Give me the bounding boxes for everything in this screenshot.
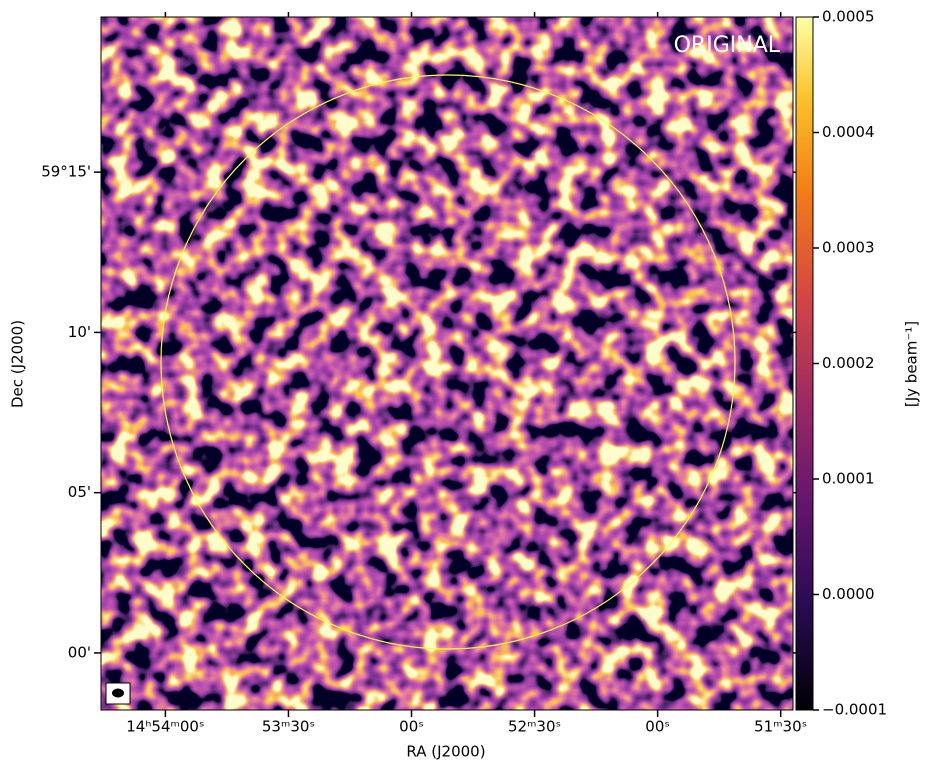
x-tick-label: 14ʰ54ᵐ00ˢ [126, 718, 204, 736]
colorbar-tick-label: 0.0003 [822, 239, 875, 257]
primary-beam-circle [160, 74, 736, 650]
colorbar-tick-label: 0.0002 [822, 354, 875, 372]
colorbar-tick-label: 0.0005 [822, 8, 875, 26]
colorbar-tick-label: 0.0001 [822, 470, 875, 488]
y-tick-label: 59°15' [41, 163, 91, 181]
colorbar [795, 16, 814, 711]
x-tick-label: 53ᵐ30ˢ [262, 718, 315, 736]
y-tick-label: 05' [68, 483, 91, 501]
x-tick-label: 00ˢ [645, 718, 670, 736]
x-tick-label: 00ˢ [399, 718, 424, 736]
y-tick-label: 10' [68, 323, 91, 341]
annotation: ORIGINAL [674, 33, 781, 58]
colorbar-tick-label: −0.0001 [822, 701, 887, 719]
x-tick-label: 52ᵐ30ˢ [508, 718, 561, 736]
x-axis-label: RA (J2000) [406, 743, 485, 761]
plot-frame [100, 16, 794, 711]
colorbar-label: [Jy beam⁻¹] [903, 321, 921, 407]
beam-ellipse [112, 688, 124, 698]
colorbar-tick-label: 0.0004 [822, 123, 875, 141]
colorbar-tick-label: 0.0000 [822, 585, 875, 603]
y-tick-label: 00' [68, 643, 91, 661]
x-tick-label: 51ᵐ30ˢ [754, 718, 807, 736]
image-map [101, 17, 793, 710]
y-axis-label: Dec (J2000) [9, 320, 27, 408]
